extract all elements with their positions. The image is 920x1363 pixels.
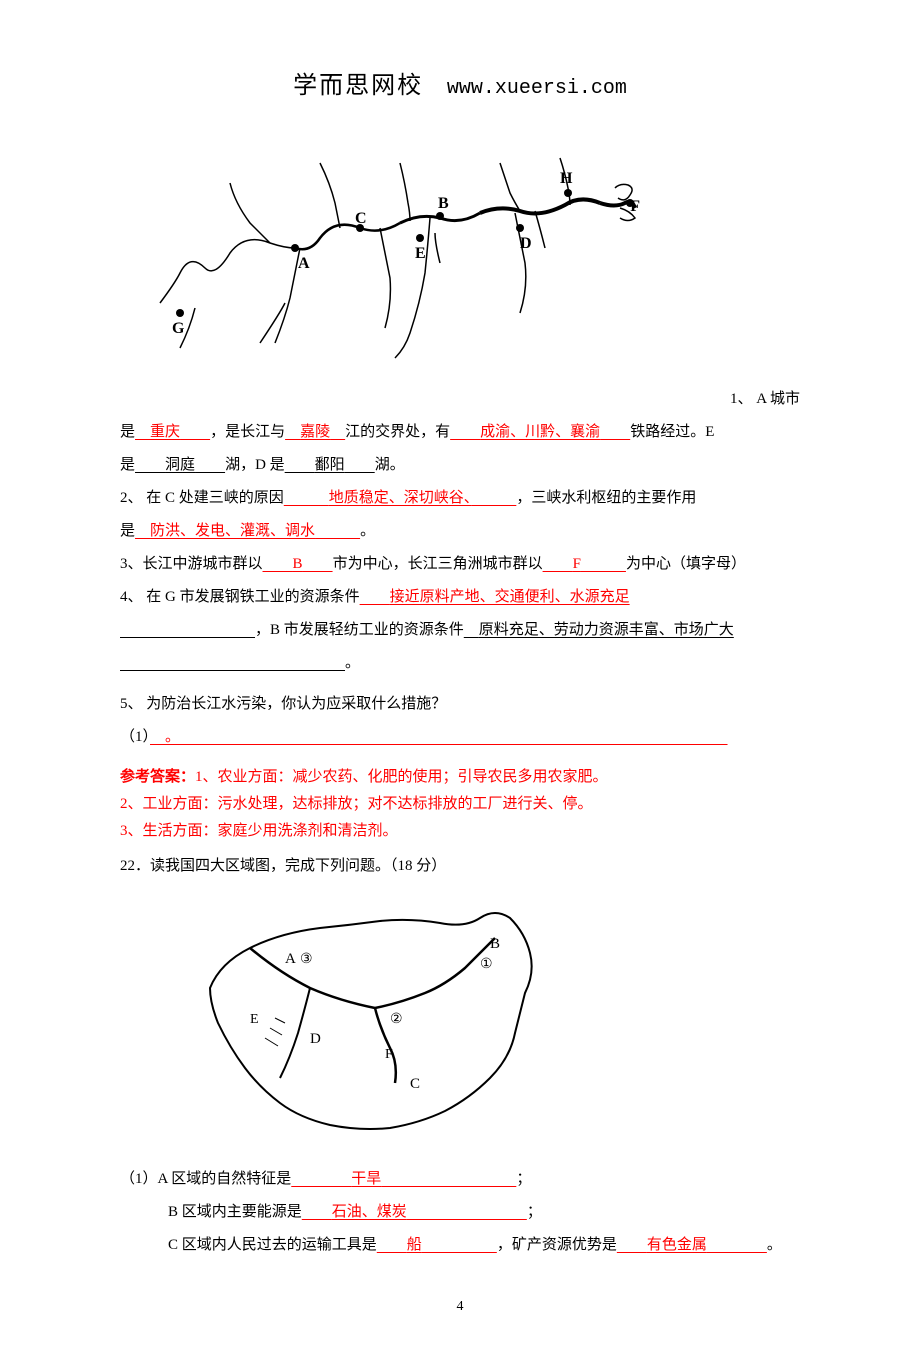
ref-line-2: 2、工业方面：污水处理，达标排放；对不达标排放的工厂进行关、停。 — [120, 796, 593, 812]
svg-text:A: A — [298, 255, 310, 272]
q2-use-answer: 防洪、发电、灌溉、调水 — [135, 523, 360, 539]
question-22: 22．读我国四大区域图，完成下列问题。（18 分） A ③ B ① C D E … — [120, 850, 800, 1262]
svg-text:B: B — [438, 195, 449, 212]
q1-lead: 1、 A 城市 — [730, 383, 800, 416]
question-4-line2: ，B 市发展轻纺工业的资源条件 原料充足、劳动力资源丰富、市场广大 — [120, 614, 800, 647]
svg-text:C: C — [410, 1076, 420, 1092]
question-5-sub1: （1） 。 — [120, 721, 800, 754]
svg-text:G: G — [172, 320, 185, 337]
svg-text:D: D — [520, 235, 532, 252]
ref-line-3: 3、生活方面：家庭少用洗涤剂和清洁剂。 — [120, 823, 398, 839]
svg-text:B: B — [490, 936, 500, 952]
header-title: 学而思网校 — [293, 73, 423, 99]
question-3: 3、长江中游城市群以 B 市为中心，长江三角洲城市群以 F 为中心（填字母） — [120, 548, 800, 581]
china-regions-map: A ③ B ① C D E F ② — [180, 893, 560, 1153]
q1-river-answer: 嘉陵 — [285, 424, 345, 440]
question-5: 5、 为防治长江水污染，你认为应采取什么措施？ — [120, 688, 800, 721]
question-2-line2: 是 防洪、发电、灌溉、调水 。 — [120, 515, 800, 548]
q22-s1-answer: 干旱 — [291, 1171, 516, 1187]
q22-lead: 22．读我国四大区域图，完成下列问题。（18 分） — [120, 850, 800, 883]
q1-city-answer: 重庆 — [135, 424, 210, 440]
q4-steel-answer: 接近原料产地、交通便利、水源充足 — [360, 589, 630, 605]
document-page: 学而思网校 www.xueersi.com — [0, 0, 920, 1363]
svg-text:H: H — [560, 170, 573, 187]
svg-text:A: A — [285, 951, 296, 967]
question-4-line3: 。 — [120, 647, 800, 680]
svg-text:E: E — [415, 245, 426, 262]
question-2: 2、 在 C 处建三峡的原因 地质稳定、深切峡谷、 ，三峡水利枢纽的主要作用 — [120, 482, 800, 515]
svg-text:E: E — [250, 1012, 259, 1027]
q22-sub3: C 区域内人民过去的运输工具是 船 ，矿产资源优势是 有色金属 。 — [120, 1229, 800, 1262]
q2-reason-answer: 地质稳定、深切峡谷、 — [284, 490, 517, 506]
svg-text:F: F — [385, 1047, 393, 1062]
question-1-line2: 是 洞庭 湖，D 是 鄱阳 湖。 — [120, 449, 800, 482]
q3-mid-answer: B — [263, 556, 333, 572]
q22-s3-ans2: 有色金属 — [617, 1237, 767, 1253]
q22-s3-ans1: 船 — [377, 1237, 497, 1253]
svg-text:③: ③ — [300, 952, 313, 967]
reference-answer: 参考答案：1、农业方面：减少农药、化肥的使用；引导农民多用农家肥。 2、工业方面… — [120, 764, 800, 845]
svg-text:F: F — [630, 198, 640, 215]
q1-rail-answer: 成渝、川黔、襄渝 — [450, 424, 630, 440]
q22-s2-answer: 石油、煤炭 — [302, 1204, 527, 1220]
q22-sub1: （1）A 区域的自然特征是 干旱 ； — [120, 1163, 800, 1196]
q22-sub2: B 区域内主要能源是 石油、煤炭 ； — [120, 1196, 800, 1229]
page-number: 4 — [120, 1292, 800, 1323]
question-4: 4、 在 G 市发展钢铁工业的资源条件 接近原料产地、交通便利、水源充足 — [120, 581, 800, 614]
svg-text:D: D — [310, 1031, 321, 1047]
svg-text:C: C — [355, 210, 367, 227]
q3-delta-answer: F — [543, 556, 626, 572]
svg-text:①: ① — [480, 957, 493, 972]
question-1-line1: 是 重庆 ，是长江与 嘉陵 江的交界处，有 成渝、川黔、襄渝 铁路经过。E — [120, 416, 800, 449]
page-header: 学而思网校 www.xueersi.com — [120, 60, 800, 113]
yangtze-river-map: A C B E D H F G — [120, 133, 640, 373]
ref-label: 参考答案： — [120, 769, 195, 785]
ref-line-1: 1、农业方面：减少农药、化肥的使用；引导农民多用农家肥。 — [195, 769, 608, 785]
svg-text:②: ② — [390, 1012, 403, 1027]
header-url: www.xueersi.com — [447, 77, 627, 100]
